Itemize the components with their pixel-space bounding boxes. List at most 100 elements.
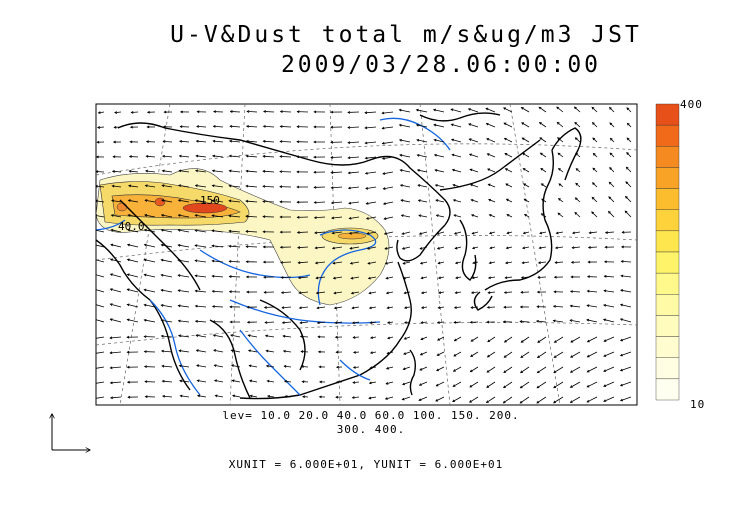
wind-arrow-head	[230, 334, 234, 337]
wind-arrow	[299, 291, 309, 294]
wind-arrow-head	[349, 261, 353, 265]
wind-arrow-head	[368, 396, 372, 400]
wind-arrow	[603, 351, 615, 357]
wind-arrow-head	[347, 141, 351, 145]
wind-arrow-head	[557, 152, 561, 156]
colorbar-swatch	[655, 357, 680, 380]
wind-arrow	[246, 155, 258, 158]
wind-arrow-head	[178, 154, 182, 158]
wind-arrow	[196, 155, 207, 158]
wind-arrow-head	[591, 122, 595, 125]
wind-arrow	[144, 274, 156, 278]
wind-arrow-head	[403, 337, 407, 340]
wind-arrow-head	[370, 336, 374, 340]
wind-arrow	[620, 304, 632, 308]
wind-arrow	[437, 231, 445, 235]
wind-arrow-head	[603, 289, 607, 293]
wind-arrow-head	[264, 334, 268, 338]
wind-arrow-head	[247, 349, 251, 353]
wind-arrow	[540, 152, 547, 158]
wind-arrow	[621, 275, 632, 278]
wind-arrow	[452, 154, 462, 158]
wind-arrow	[298, 261, 309, 264]
wind-arrow-head	[352, 366, 356, 369]
wind-arrow	[539, 246, 547, 249]
wind-arrow-head	[161, 364, 165, 368]
wind-arrow	[523, 231, 530, 234]
wind-arrow	[604, 275, 615, 278]
wind-arrow	[505, 276, 513, 279]
wind-arrow-head	[453, 321, 457, 324]
wind-arrow-head	[369, 366, 373, 370]
wind-arrow	[609, 152, 615, 158]
wind-arrow	[399, 139, 411, 143]
wind-arrow-head	[418, 232, 422, 235]
wind-arrow	[624, 210, 632, 218]
wind-arrow-head	[162, 394, 166, 398]
wind-arrow	[96, 274, 105, 278]
wind-arrow-head	[520, 340, 524, 343]
wind-arrow	[453, 214, 462, 218]
wind-arrow-head	[502, 107, 506, 110]
wind-arrow-head	[162, 125, 166, 129]
wind-arrow	[557, 152, 564, 158]
wind-arrow-head	[535, 319, 539, 323]
wind-arrow-head	[522, 168, 526, 171]
wind-arrow-head	[399, 184, 403, 187]
wind-arrow	[370, 351, 377, 354]
wind-arrow	[383, 186, 394, 190]
wind-arrow	[196, 364, 207, 368]
wind-arrow-head	[539, 231, 543, 235]
wind-arrow	[587, 381, 598, 388]
wind-arrow	[570, 351, 581, 358]
wind-arrow-head	[586, 339, 590, 343]
wind-arrow-head	[369, 321, 373, 325]
wind-arrow	[195, 275, 207, 278]
wind-arrow-head	[536, 305, 540, 309]
wind-arrow	[555, 246, 564, 249]
wind-arrow	[486, 366, 496, 373]
wind-arrow	[520, 381, 530, 389]
wind-arrow	[536, 320, 547, 323]
wind-arrow	[146, 155, 156, 158]
wind-arrow	[178, 229, 190, 233]
wind-arrow-head	[437, 306, 441, 309]
wind-arrow	[264, 306, 275, 308]
wind-arrow	[297, 246, 309, 249]
wind-arrow-head	[619, 318, 623, 321]
wind-arrow	[553, 305, 564, 308]
wind-arrow	[572, 231, 581, 234]
wind-arrow-head	[592, 137, 596, 141]
wind-arrow	[453, 351, 462, 357]
wind-arrow	[246, 200, 258, 203]
wind-arrow	[144, 244, 156, 248]
wind-arrow-head	[398, 138, 402, 142]
wind-arrow	[487, 336, 496, 343]
wind-arrow-head	[519, 385, 523, 389]
wind-arrow-head	[433, 123, 437, 127]
wind-arrow	[195, 214, 207, 218]
wind-arrow-head	[314, 261, 318, 265]
wind-arrow	[348, 201, 360, 204]
wind-arrow	[620, 381, 632, 387]
wind-arrow-head	[160, 273, 164, 277]
wind-arrow	[248, 350, 258, 353]
wind-arrow	[366, 201, 377, 205]
wind-arrow-head	[97, 111, 101, 114]
wind-arrow	[620, 351, 632, 357]
wind-arrow-head	[266, 379, 270, 383]
colorbar-max-label: 400	[680, 98, 703, 111]
wind-arrow-head	[471, 231, 475, 235]
wind-arrow	[110, 336, 122, 339]
wind-arrow-head	[211, 214, 215, 218]
wind-arrow-head	[211, 199, 215, 203]
wind-arrow	[229, 260, 241, 263]
wind-arrow-head	[504, 153, 508, 156]
wind-arrow	[285, 395, 292, 398]
wind-arrow	[471, 199, 479, 203]
wind-arrow-head	[364, 126, 368, 130]
wind-arrow	[110, 318, 122, 323]
wind-arrow-head	[262, 215, 266, 219]
wind-arrow-head	[488, 261, 492, 265]
wind-arrow-head	[263, 275, 267, 279]
